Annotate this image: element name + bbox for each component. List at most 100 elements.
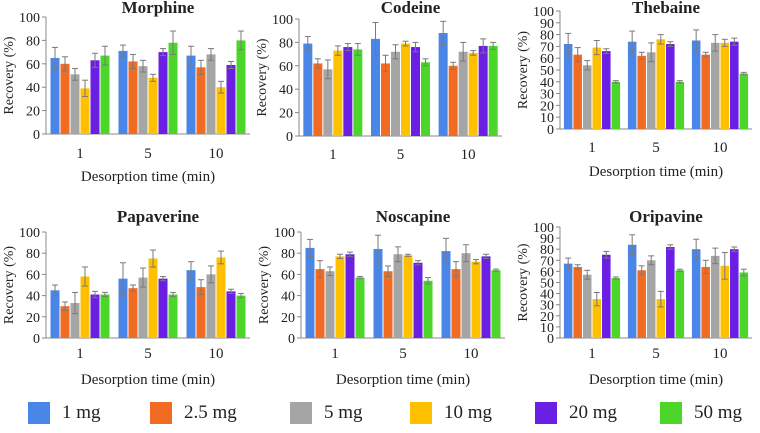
y-tick-label: 20 xyxy=(279,107,293,122)
bar xyxy=(315,269,325,338)
bar xyxy=(691,40,701,129)
legend-label: 1 mg xyxy=(62,402,101,423)
x-tick-label: 1 xyxy=(76,346,84,362)
bar xyxy=(158,278,168,338)
bar xyxy=(70,74,80,134)
bar xyxy=(458,51,468,137)
x-tick-label: 5 xyxy=(399,346,407,362)
bar xyxy=(611,278,621,338)
bar xyxy=(60,306,70,338)
y-axis-label: Recovery (%) xyxy=(516,31,531,109)
x-axis-label: Desorption time (min) xyxy=(589,164,723,180)
bar xyxy=(353,49,363,136)
x-tick-label: 10 xyxy=(209,146,224,162)
y-tick-label: 40 xyxy=(26,81,40,96)
y-tick-label: 80 xyxy=(26,34,40,49)
bar xyxy=(573,266,582,338)
y-tick-label: 10 xyxy=(540,321,554,336)
bar xyxy=(730,41,739,129)
y-tick-label: 40 xyxy=(540,76,554,91)
bar xyxy=(592,299,602,338)
bar xyxy=(441,251,451,338)
bar xyxy=(90,60,100,134)
bar xyxy=(403,255,413,338)
y-tick-label: 40 xyxy=(26,290,40,305)
y-tick-label: 40 xyxy=(279,83,293,98)
bar xyxy=(666,44,675,129)
bar xyxy=(355,277,365,338)
y-tick-label: 30 xyxy=(540,88,554,103)
legend-swatch xyxy=(290,402,312,424)
bar xyxy=(478,45,488,136)
x-tick-label: 5 xyxy=(144,146,152,162)
bar xyxy=(148,77,158,134)
legend-swatch xyxy=(660,402,682,424)
bar xyxy=(739,73,749,129)
bar xyxy=(186,55,196,134)
y-tick-label: 50 xyxy=(540,277,554,292)
bar xyxy=(371,38,380,136)
y-tick-label: 0 xyxy=(288,332,295,347)
bar xyxy=(216,257,226,338)
bar xyxy=(675,270,685,338)
bar xyxy=(582,274,592,338)
bar xyxy=(216,87,226,134)
bar xyxy=(701,266,710,338)
y-tick-label: 80 xyxy=(26,247,40,262)
bar xyxy=(656,299,666,338)
bar xyxy=(343,47,353,136)
bar xyxy=(196,67,206,134)
y-tick-label: 0 xyxy=(33,332,40,347)
bar xyxy=(313,63,323,136)
bar xyxy=(611,81,621,129)
bar xyxy=(675,81,685,129)
bar xyxy=(206,54,216,134)
y-axis-label: Recovery (%) xyxy=(516,243,531,321)
bar xyxy=(582,65,592,129)
y-tick-label: 20 xyxy=(26,105,40,120)
bar xyxy=(602,51,611,130)
x-axis-label: Desorption time (min) xyxy=(81,372,215,388)
legend-item: 1 mg xyxy=(28,398,101,428)
y-tick-label: 100 xyxy=(533,221,554,236)
bar xyxy=(236,40,246,134)
bar xyxy=(413,262,423,338)
x-tick-label: 5 xyxy=(397,147,405,163)
bar xyxy=(592,47,602,129)
bar xyxy=(226,291,236,338)
legend: 1 mg 2.5 mg 5 mg 10 mg 20 mg 50 mg xyxy=(0,398,760,428)
legend-label: 2.5 mg xyxy=(184,402,237,423)
chart-title: Thebaine xyxy=(632,0,700,17)
x-axis-label: Desorption time (min) xyxy=(589,372,723,388)
bar xyxy=(423,280,433,338)
legend-swatch xyxy=(150,402,172,424)
bar xyxy=(158,52,168,134)
y-tick-label: 70 xyxy=(540,254,554,269)
chart-title: Noscapine xyxy=(376,207,451,226)
bar xyxy=(730,249,739,338)
legend-swatch xyxy=(410,402,432,424)
y-tick-label: 90 xyxy=(540,17,554,32)
y-tick-label: 0 xyxy=(547,332,554,347)
y-tick-label: 80 xyxy=(540,243,554,258)
bar xyxy=(421,62,430,136)
bar xyxy=(186,270,196,338)
bar xyxy=(666,246,675,338)
bar xyxy=(226,64,236,134)
bar xyxy=(491,270,501,338)
bar xyxy=(637,55,646,130)
legend-label: 20 mg xyxy=(569,402,618,423)
y-tick-label: 80 xyxy=(540,29,554,44)
bar xyxy=(128,288,138,338)
y-tick-label: 20 xyxy=(540,310,554,325)
bar xyxy=(70,303,80,338)
y-tick-label: 80 xyxy=(281,247,295,262)
legend-label: 5 mg xyxy=(324,402,363,423)
x-tick-label: 10 xyxy=(713,346,728,362)
y-tick-label: 70 xyxy=(540,40,554,55)
y-tick-label: 20 xyxy=(281,311,295,326)
x-tick-label: 10 xyxy=(464,346,479,362)
bar xyxy=(168,294,178,338)
x-tick-label: 5 xyxy=(144,346,152,362)
